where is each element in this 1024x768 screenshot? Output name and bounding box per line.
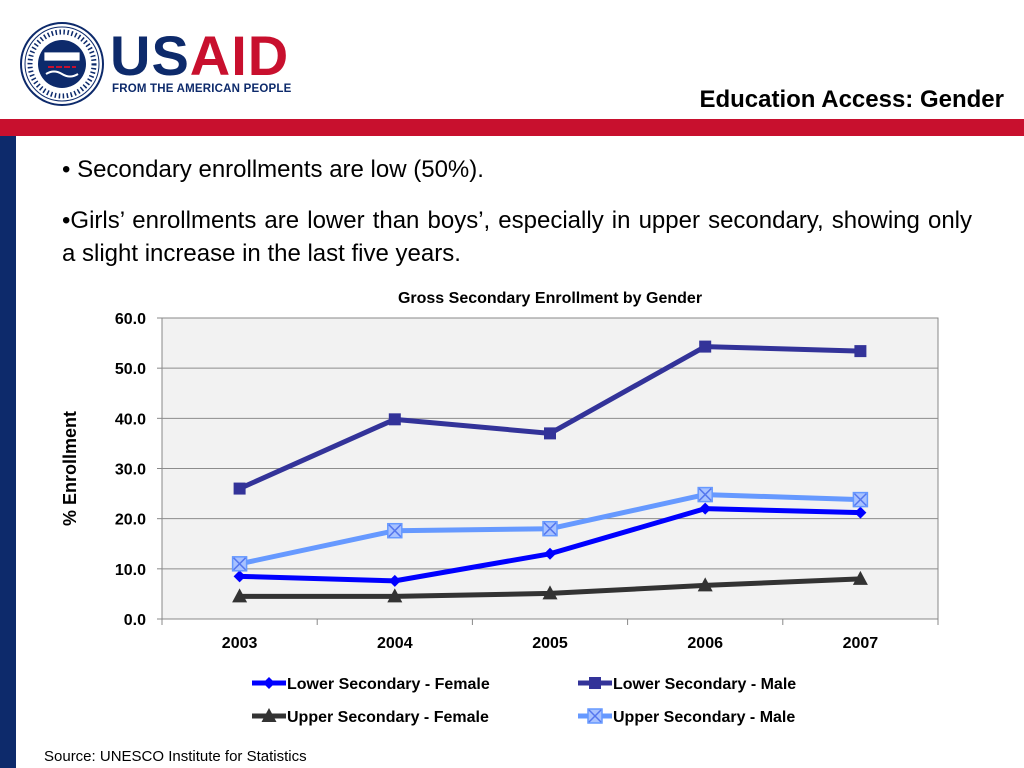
x-tick-label: 2005 — [532, 635, 568, 652]
data-point — [544, 547, 556, 560]
wordmark-us: US — [110, 24, 190, 87]
data-point — [387, 588, 403, 603]
legend-label: Upper Secondary - Female — [287, 709, 489, 726]
y-axis-label: % Enrollment — [60, 411, 80, 526]
legend-marker — [589, 677, 601, 689]
y-tick-label: 50.0 — [115, 361, 146, 378]
y-tick-label: 30.0 — [115, 462, 146, 479]
chart-title: Gross Secondary Enrollment by Gender — [398, 290, 702, 307]
x-tick-label: 2007 — [843, 635, 879, 652]
y-tick-label: 60.0 — [115, 311, 146, 328]
data-point — [233, 570, 246, 583]
legend-label: Lower Secondary - Female — [287, 676, 490, 693]
data-point — [233, 482, 246, 495]
usaid-seal-icon — [20, 22, 104, 106]
data-point — [699, 340, 712, 353]
data-point — [852, 570, 868, 585]
data-point — [544, 427, 556, 440]
data-point — [854, 506, 867, 519]
wordmark-aid: AID — [189, 24, 290, 87]
legend-marker — [261, 708, 277, 722]
data-point-x — [233, 557, 247, 571]
x-tick-label: 2004 — [377, 635, 413, 652]
data-point-x — [853, 493, 867, 507]
data-point — [232, 588, 248, 603]
bullet-point-2: •Girls’ enrollments are lower than boys’… — [62, 207, 972, 267]
usaid-wordmark: USAID — [110, 28, 289, 84]
legend-marker — [263, 677, 275, 689]
x-tick-label: 2003 — [222, 635, 258, 652]
source-note: Source: UNESCO Institute for Statistics — [44, 748, 307, 765]
data-point-x — [388, 524, 402, 538]
y-tick-label: 20.0 — [115, 512, 146, 529]
left-accent-bar — [0, 136, 16, 768]
data-point — [542, 585, 558, 600]
data-point — [388, 574, 401, 587]
legend-marker-x — [588, 709, 602, 723]
bullet-point-1: • Secondary enrollments are low (50%). — [62, 156, 484, 183]
data-point — [697, 577, 713, 592]
y-tick-label: 10.0 — [115, 562, 146, 579]
logo-tagline: FROM THE AMERICAN PEOPLE — [112, 83, 292, 95]
legend-label: Upper Secondary - Male — [613, 709, 795, 726]
data-point — [699, 502, 712, 515]
data-point — [388, 413, 401, 426]
y-tick-label: 0.0 — [124, 612, 146, 629]
legend-label: Lower Secondary - Male — [613, 676, 796, 693]
x-tick-label: 2006 — [687, 635, 723, 652]
data-point-x — [698, 488, 712, 502]
header-divider-bar — [0, 119, 1024, 136]
data-point — [854, 345, 867, 358]
data-point-x — [543, 522, 557, 536]
y-tick-label: 40.0 — [115, 411, 146, 428]
slide-title: Education Access: Gender — [699, 86, 1004, 113]
